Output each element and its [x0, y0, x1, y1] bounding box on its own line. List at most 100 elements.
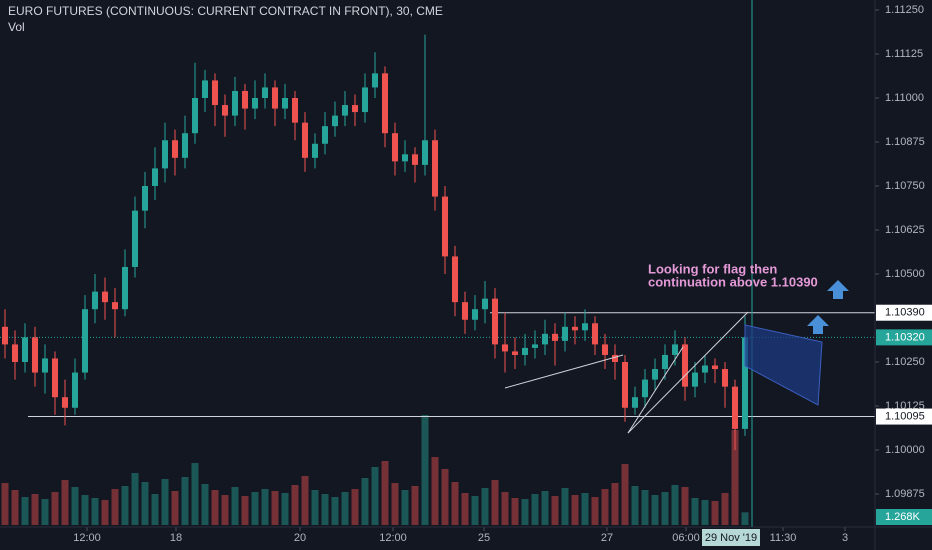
volume-bar	[701, 500, 709, 525]
candle-body	[602, 344, 608, 355]
y-tick-label: 1.10750	[885, 180, 925, 192]
level-label-box	[876, 304, 932, 321]
candle-body	[282, 98, 288, 109]
candle-body	[492, 298, 498, 345]
candle-body	[482, 298, 488, 310]
x-tick-label: 27	[601, 532, 613, 544]
y-tick-label: 1.10500	[885, 268, 925, 280]
candle-body	[562, 326, 568, 341]
volume-bar	[371, 467, 379, 525]
candle-body	[432, 140, 438, 197]
volume-bar	[331, 497, 339, 525]
candle-body	[422, 140, 428, 165]
candle-body	[202, 80, 208, 98]
volume-bar	[161, 479, 169, 525]
volume-bar	[411, 486, 419, 525]
candle-body	[472, 309, 478, 320]
candle-body	[172, 140, 178, 158]
candle-body	[452, 256, 458, 303]
volume-bar	[531, 494, 539, 525]
candle-body	[592, 323, 598, 345]
candle-body	[272, 87, 278, 109]
x-tick-label: 06:00	[672, 532, 700, 544]
volume-bar	[111, 489, 119, 525]
volume-bar	[691, 498, 699, 525]
volume-bar	[181, 477, 189, 525]
volume-bar	[91, 498, 99, 525]
level-label: 1.10095	[885, 410, 925, 422]
volume-bar	[481, 488, 489, 525]
candle-body	[142, 186, 148, 211]
candle-body	[322, 126, 328, 144]
volume-bar	[191, 463, 199, 525]
candle-body	[232, 90, 238, 116]
volume-bar	[431, 457, 439, 525]
last-price-label: 1.10320	[885, 331, 925, 343]
candle-body	[72, 372, 78, 408]
volume-bar	[641, 490, 649, 525]
volume-bar	[601, 489, 609, 525]
volume-bar	[141, 482, 149, 525]
candle-body	[342, 105, 348, 116]
volume-bar	[351, 489, 359, 525]
candle-body	[412, 154, 418, 165]
volume-bar	[1, 483, 9, 525]
candle-body	[732, 386, 738, 429]
volume-last-label-box	[876, 509, 932, 525]
candle-body	[302, 122, 308, 158]
candle-body	[212, 80, 218, 106]
candle-body	[182, 133, 188, 158]
volume-bar	[551, 496, 559, 525]
candle-body	[522, 347, 528, 355]
level-label: 1.10390	[885, 307, 925, 319]
candle-body	[62, 397, 68, 408]
x-tick-label: 18	[170, 532, 182, 544]
candle-body	[122, 266, 128, 310]
annotation: continuation above 1.10390	[648, 274, 818, 289]
x-tick-label: 12:00	[73, 532, 101, 544]
candle-body	[702, 365, 708, 373]
level-label-box	[876, 408, 932, 425]
candle-body	[662, 354, 668, 370]
volume-bar	[721, 493, 729, 525]
volume-bar	[471, 496, 479, 525]
candle-body	[222, 105, 228, 116]
candle-body	[132, 210, 138, 267]
candle-body	[612, 354, 618, 362]
candle-body	[692, 372, 698, 387]
candle-body	[292, 98, 298, 123]
volume-bar	[741, 512, 749, 525]
cursor-date: 29 Nov '19	[705, 532, 757, 544]
plot	[0, 0, 879, 531]
volume-bar	[31, 494, 39, 525]
volume-bar	[651, 495, 659, 525]
candle-body	[12, 344, 18, 362]
volume-bar	[501, 492, 509, 525]
volume-bar	[681, 487, 689, 525]
last-price-label-box	[876, 329, 932, 346]
candle-body	[502, 344, 508, 352]
candle-body	[382, 73, 388, 134]
y-tick-label: 1.11250	[885, 4, 924, 16]
volume-bar	[521, 499, 529, 525]
x-tick-label: 11:30	[770, 532, 797, 544]
y-tick-label: 1.11000	[885, 92, 924, 104]
candle-body	[2, 326, 8, 345]
candle-body	[392, 133, 398, 162]
volume-bar	[451, 482, 459, 525]
y-tick-label: 1.11125	[885, 48, 923, 60]
volume-bar	[71, 487, 79, 525]
volume-bar	[361, 478, 369, 525]
candle-body	[712, 365, 718, 370]
volume-bar	[221, 495, 229, 525]
volume-bar	[621, 464, 629, 525]
volume-bar	[51, 492, 59, 525]
candle-body	[572, 326, 578, 331]
volume-bar	[561, 488, 569, 525]
x-tick-label: 20	[294, 532, 306, 544]
volume-bar	[171, 491, 179, 525]
volume-bar	[201, 484, 209, 525]
candle-body	[632, 397, 638, 408]
candle-body	[42, 358, 48, 373]
